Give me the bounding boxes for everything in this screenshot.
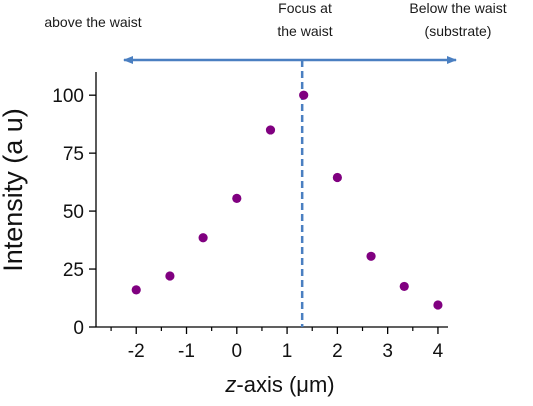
data-point — [433, 300, 443, 310]
y-tick-label: 50 — [63, 202, 84, 223]
annotation-below-waist-line2: (substrate) — [425, 23, 492, 39]
data-point — [131, 285, 141, 295]
annotation-focus-line1: Focus at — [278, 0, 332, 16]
data-points — [131, 90, 443, 310]
data-point — [232, 193, 242, 203]
y-tick-label: 0 — [73, 318, 84, 339]
annotation-focus-line2: the waist — [277, 23, 332, 39]
y-tick-label: 25 — [63, 260, 84, 281]
annotation-above-waist: above the waist — [44, 14, 141, 30]
axes — [95, 72, 448, 328]
data-point — [366, 251, 376, 261]
x-axis-label-rest: -axis (μm) — [236, 372, 334, 397]
x-tick-label: -2 — [128, 341, 145, 362]
data-point — [332, 172, 342, 183]
data-point — [399, 281, 409, 292]
x-axis-label-var: z — [224, 372, 236, 397]
data-point — [198, 233, 208, 243]
x-tick-label: 2 — [332, 341, 343, 362]
y-tick-label: 75 — [63, 144, 84, 165]
y-ticks: 0 25 50 75 100 — [52, 86, 96, 339]
x-tick-label: 3 — [382, 341, 393, 362]
data-point — [165, 271, 175, 281]
x-axis-label: z-axis (μm) — [224, 372, 334, 397]
x-tick-label: 1 — [282, 341, 293, 362]
x-tick-label: -1 — [178, 341, 195, 362]
annotation-below-waist-line1: Below the waist — [409, 0, 506, 16]
y-axis-label: Intensity (a u) — [0, 108, 28, 272]
x-tick-label: 4 — [433, 341, 444, 362]
data-point — [299, 90, 309, 100]
x-tick-label: 0 — [232, 341, 243, 362]
x-ticks: -2 -1 0 1 2 3 4 — [110, 327, 444, 362]
y-tick-label: 100 — [52, 86, 84, 107]
data-point — [265, 125, 276, 135]
